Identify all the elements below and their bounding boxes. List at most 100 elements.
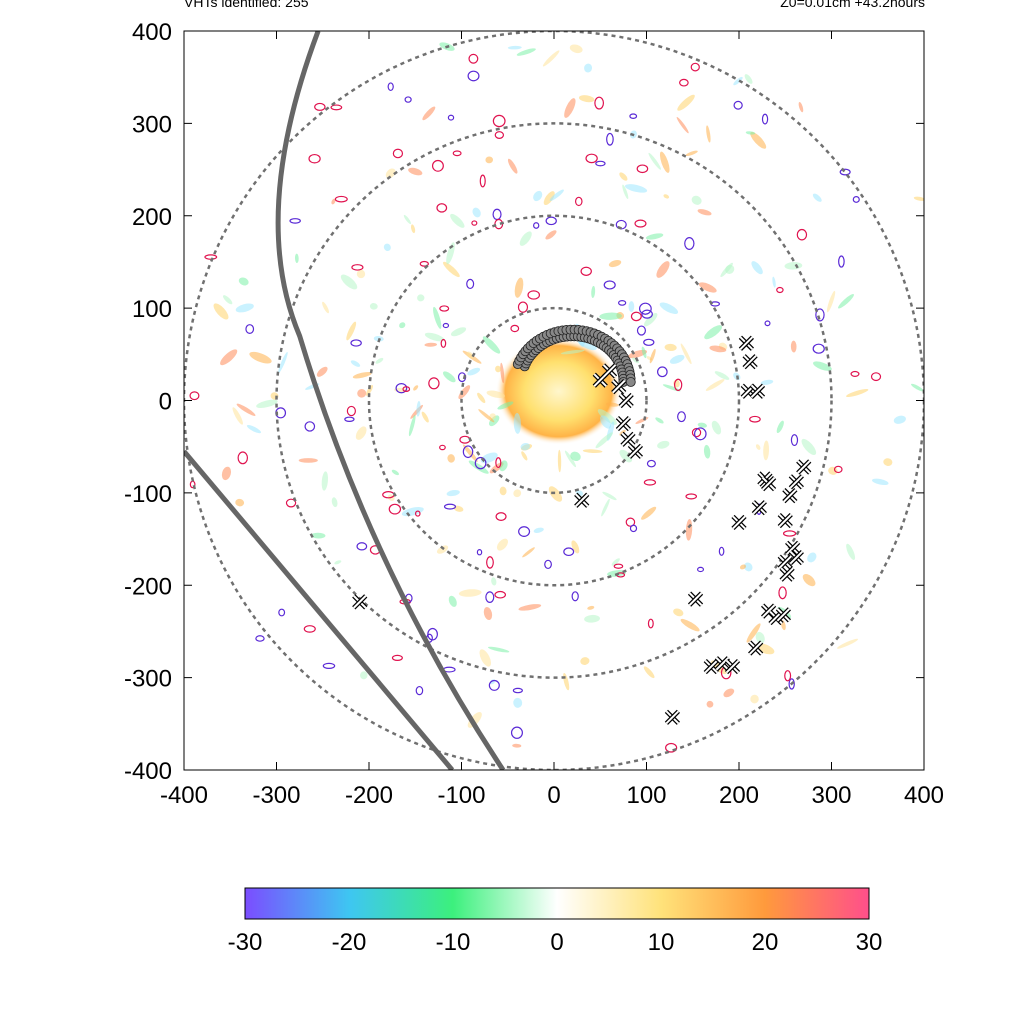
contour <box>402 386 411 393</box>
x-tick-label: 400 <box>904 782 944 809</box>
contour <box>665 742 678 753</box>
y-tick-label: -200 <box>124 573 172 600</box>
field-blob <box>238 277 249 286</box>
contour <box>289 218 301 224</box>
field-blob <box>278 351 288 374</box>
vht-marker-fill <box>612 379 626 394</box>
field-blob <box>802 573 816 587</box>
field-blob <box>655 417 664 424</box>
field-blob <box>500 362 505 384</box>
x-tick-label: 100 <box>626 782 666 809</box>
contour <box>788 678 795 690</box>
vht-marker-fill <box>761 604 776 618</box>
field-blob <box>512 743 522 748</box>
vht-marker-fill <box>785 541 800 556</box>
field-blob <box>399 322 406 329</box>
contour <box>495 512 507 521</box>
field-blob <box>458 385 471 400</box>
track-line <box>275 31 506 770</box>
field-blob <box>450 213 465 228</box>
field-blob <box>584 614 600 623</box>
contour <box>356 542 368 551</box>
contour <box>646 459 656 468</box>
field-blob <box>385 168 396 179</box>
field-blob <box>563 673 570 691</box>
field-blob <box>416 401 421 417</box>
track-lines <box>184 31 506 770</box>
vht-marker-fill <box>621 432 635 447</box>
contour <box>334 195 348 203</box>
contour <box>782 530 797 537</box>
field-blob <box>487 646 510 653</box>
field-blob <box>605 402 619 407</box>
field-blob <box>602 491 617 501</box>
field-blob <box>513 489 522 498</box>
vht-marker-fill <box>628 444 643 459</box>
contour <box>314 102 326 111</box>
vht-marker-fill <box>752 500 767 515</box>
field-blob <box>570 451 581 462</box>
vht-marker <box>352 594 368 610</box>
field-blob <box>584 63 593 73</box>
field-blob <box>772 276 776 288</box>
contour <box>431 159 444 172</box>
field-blob <box>744 74 753 84</box>
field-blob <box>357 389 367 398</box>
field-blob <box>518 604 542 611</box>
colorbar-tick-label: 0 <box>550 929 563 956</box>
field-blob <box>750 694 759 704</box>
field-blob <box>725 264 735 274</box>
field-blob <box>479 649 491 667</box>
field-blob <box>704 325 723 340</box>
contour <box>778 586 787 600</box>
contour <box>510 324 520 333</box>
contour <box>303 625 316 633</box>
contour <box>468 53 479 64</box>
contour <box>467 70 480 82</box>
contour <box>574 196 583 207</box>
field-blob <box>663 194 670 199</box>
y-tick-label: -300 <box>124 666 172 693</box>
field-blob <box>837 638 859 649</box>
field-blob <box>913 196 924 201</box>
field-blob <box>691 195 702 205</box>
contour <box>641 309 653 319</box>
vht-marker-fill <box>748 641 763 655</box>
field-blob <box>466 351 474 359</box>
vht-marker-fill <box>797 460 811 474</box>
field-blob <box>495 365 501 373</box>
vht-marker <box>796 459 812 475</box>
contour <box>638 302 652 315</box>
field-blob <box>673 379 680 388</box>
contour <box>510 726 523 739</box>
field-blob <box>383 243 391 252</box>
field-blob <box>628 301 635 313</box>
contour <box>571 591 579 602</box>
contour <box>761 113 769 125</box>
field-blob <box>582 449 603 454</box>
field-blob <box>698 282 717 293</box>
colorbar-tick-label: 10 <box>648 929 675 956</box>
x-axis: -400 -300 -200 -100 0 100 200 300 400 <box>160 31 944 809</box>
field-blob <box>514 277 524 298</box>
field-blob <box>657 440 670 449</box>
vht-marker-fill <box>616 416 631 431</box>
field-blob <box>739 564 747 570</box>
contour <box>697 566 705 573</box>
field-blob <box>513 697 523 708</box>
vht-marker <box>775 607 791 623</box>
field-blob <box>533 190 543 202</box>
field-blob <box>746 623 761 643</box>
vht-marker <box>751 500 767 516</box>
vht-marker <box>788 549 804 566</box>
field-blob <box>543 191 555 206</box>
field-blob <box>648 152 662 170</box>
field-blob <box>703 444 711 459</box>
vht-marker-fill <box>783 488 797 503</box>
field-blob <box>491 577 497 586</box>
contour <box>439 444 446 451</box>
field-blob <box>569 44 583 54</box>
vht-marker <box>731 514 747 531</box>
field-blob <box>760 379 774 385</box>
vht-marker-fill <box>575 493 589 507</box>
